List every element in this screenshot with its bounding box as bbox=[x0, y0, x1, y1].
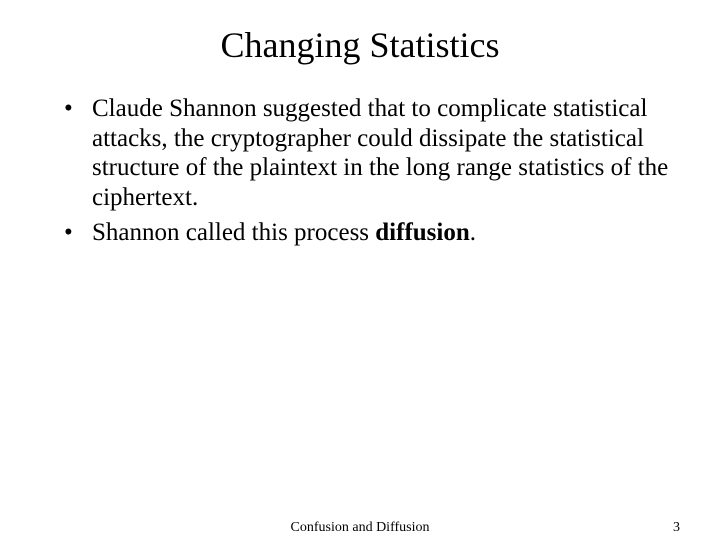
slide-body: Claude Shannon suggested that to complic… bbox=[64, 94, 672, 248]
bullet-item: Claude Shannon suggested that to complic… bbox=[64, 94, 672, 212]
bullet-text: Claude Shannon suggested that to complic… bbox=[92, 95, 668, 211]
footer-center: Confusion and Diffusion bbox=[0, 520, 720, 536]
bullet-text-prefix: Shannon called this process bbox=[92, 219, 375, 246]
bullet-text-suffix: . bbox=[470, 219, 476, 246]
page-number: 3 bbox=[673, 520, 680, 536]
slide: Changing Statistics Claude Shannon sugge… bbox=[0, 24, 720, 540]
bullet-text-bold: diffusion bbox=[375, 219, 469, 246]
bullet-item: Shannon called this process diffusion. bbox=[64, 218, 672, 248]
bullet-list: Claude Shannon suggested that to complic… bbox=[64, 94, 672, 248]
slide-title: Changing Statistics bbox=[0, 24, 720, 66]
